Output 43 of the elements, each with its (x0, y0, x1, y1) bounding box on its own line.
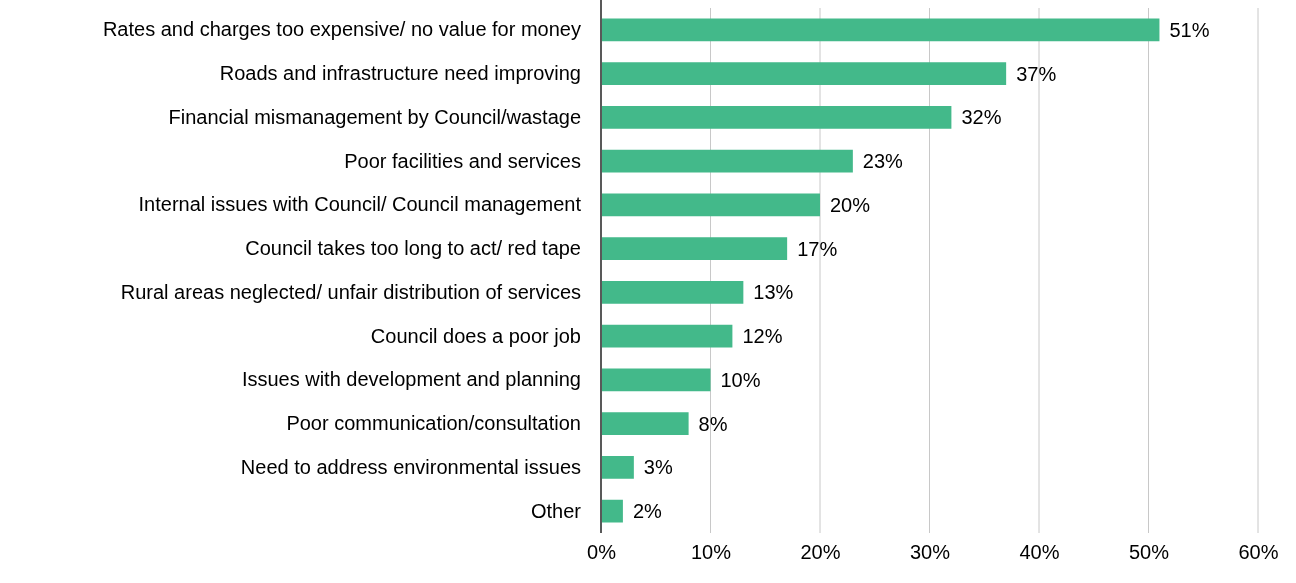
bar (601, 62, 1007, 85)
data-label: 37% (1016, 62, 1057, 85)
y-tick-label: Need to address environmental issues (240, 455, 581, 478)
data-label: 20% (830, 193, 871, 216)
data-label: 2% (632, 500, 663, 523)
x-tick-label: 60% (1238, 541, 1279, 564)
y-tick-label: Council does a poor job (370, 324, 581, 347)
x-tick-label: 40% (1019, 541, 1060, 564)
bar (601, 149, 853, 173)
y-tick-label: Rural areas neglected/ unfair distribution of services (120, 280, 581, 303)
y-tick-label: Rates and charges too expensive/ no value for money (102, 18, 581, 41)
bar (601, 324, 733, 348)
y-tick-label: Poor facilities and services (344, 149, 581, 172)
bar (601, 106, 952, 129)
bar (601, 412, 689, 435)
data-label: 3% (643, 456, 673, 479)
data-label: 32% (961, 106, 1002, 129)
bar (601, 281, 744, 304)
data-label: 23% (862, 150, 904, 173)
x-tick-label: 30% (909, 541, 951, 564)
bar (601, 18, 1160, 42)
bar (601, 499, 623, 523)
bar (601, 368, 711, 392)
bar (601, 193, 820, 217)
data-label: 10% (720, 368, 761, 391)
bar (601, 237, 788, 260)
y-tick-label: Poor communication/consultation (286, 412, 581, 435)
data-label: 13% (753, 281, 794, 304)
bar (601, 456, 634, 479)
y-tick-label: Roads and infrastructure need improving (219, 62, 581, 85)
x-tick-label: 0% (587, 541, 617, 564)
y-tick-label: Issues with development and planning (241, 368, 581, 391)
y-tick-label: Council takes too long to act/ red tape (245, 237, 581, 260)
y-tick-label: Financial mismanagement by Council/wastage (168, 105, 581, 128)
x-tick-label: 20% (800, 541, 841, 564)
data-label: 51% (1169, 18, 1210, 41)
data-label: 12% (742, 325, 783, 348)
data-label: 17% (797, 237, 838, 260)
data-label: 8% (698, 412, 728, 435)
y-tick-label: Other (530, 499, 582, 522)
x-tick-label: 10% (690, 541, 732, 564)
y-tick-label: Internal issues with Council/ Council management (138, 193, 582, 216)
x-tick-label: 50% (1128, 541, 1170, 564)
